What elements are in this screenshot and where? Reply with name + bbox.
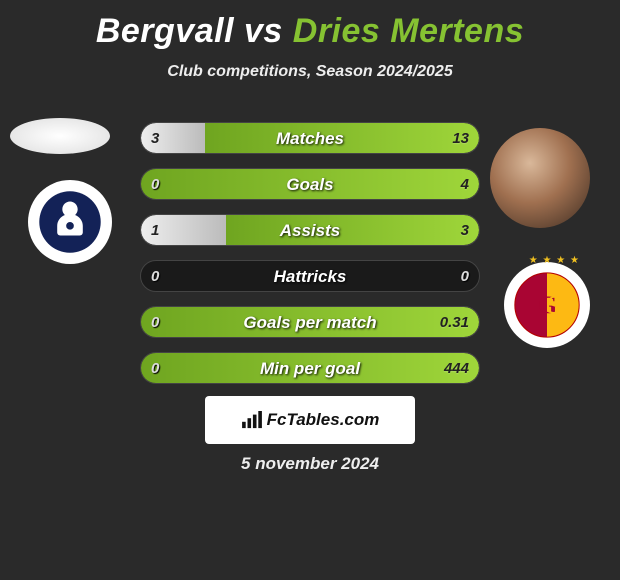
galatasaray-stars-icon: ★ ★ ★ ★ — [529, 255, 580, 266]
stat-label: Goals — [141, 169, 479, 199]
stat-value-left: 0 — [151, 169, 159, 199]
player2-name: Dries Mertens — [293, 12, 524, 50]
player1-name: Bergvall — [96, 12, 234, 50]
stat-bar-row: 1 3Assists — [140, 214, 480, 246]
svg-text:S: S — [547, 292, 561, 319]
subtitle: Club competitions, Season 2024/2025 — [0, 63, 620, 81]
stat-label: Min per goal — [141, 353, 479, 383]
stat-value-right: 444 — [444, 353, 469, 383]
stat-value-left: 0 — [151, 353, 159, 383]
player1-club-crest — [28, 180, 112, 264]
attribution-badge: FcTables.com — [205, 396, 415, 444]
player1-portrait — [10, 118, 110, 154]
stat-value-right: 3 — [461, 215, 469, 245]
stat-bar-row: 3 13Matches — [140, 122, 480, 154]
stat-label: Assists — [141, 215, 479, 245]
galatasaray-crest-icon: G S — [514, 272, 580, 338]
stat-value-left: 3 — [151, 123, 159, 153]
stat-bar-row: 0 4Goals — [140, 168, 480, 200]
stat-label: Matches — [141, 123, 479, 153]
stat-value-left: 0 — [151, 261, 159, 291]
vs-text: vs — [244, 12, 283, 50]
player2-club-crest: G S — [504, 262, 590, 348]
stat-value-left: 1 — [151, 215, 159, 245]
stat-label: Hattricks — [141, 261, 479, 291]
stat-value-right: 4 — [461, 169, 469, 199]
stat-bar-row: 0 0.31Goals per match — [140, 306, 480, 338]
attribution-text: FcTables.com — [267, 410, 380, 430]
stat-bars-container: 313Matches04Goals13Assists00Hattricks00.… — [140, 122, 480, 398]
comparison-title: Bergvall vs Dries Mertens — [0, 0, 620, 51]
stat-value-right: 13 — [452, 123, 469, 153]
stat-value-right: 0 — [461, 261, 469, 291]
stat-bar-row: 0 0Hattricks — [140, 260, 480, 292]
date-text: 5 november 2024 — [0, 454, 620, 474]
stat-label: Goals per match — [141, 307, 479, 337]
stat-value-left: 0 — [151, 307, 159, 337]
stat-value-right: 0.31 — [440, 307, 469, 337]
tottenham-crest-icon — [38, 190, 102, 254]
bars-icon — [241, 411, 263, 429]
player2-portrait — [490, 128, 590, 228]
stat-bar-row: 0 444Min per goal — [140, 352, 480, 384]
